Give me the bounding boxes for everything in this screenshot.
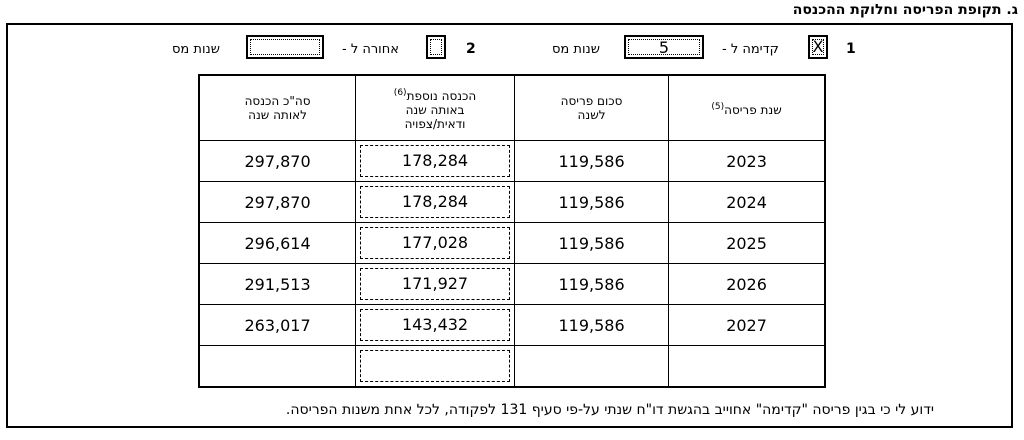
cell-amount: 119,586	[513, 140, 670, 182]
cell-year	[668, 345, 826, 388]
additional-input[interactable]: 171,927	[360, 268, 511, 300]
cell-total: 296,614	[198, 222, 357, 264]
header-additional-income: הכנסה נוספת(6) באותה שנה ודאית/צפויה	[355, 74, 515, 141]
option1-check-mark: X	[812, 37, 824, 56]
spread-period-panel	[6, 23, 1013, 428]
additional-input[interactable]: 177,028	[360, 227, 511, 259]
option2-years-field[interactable]	[246, 35, 324, 59]
table-header-row: סה"כ הכנסה לאותה שנה הכנסה נוספת(6) באות…	[198, 74, 826, 141]
cell-amount	[513, 345, 670, 388]
cell-additional[interactable]: 178,284	[355, 140, 515, 182]
option2-label-after: שנות מס	[172, 42, 220, 57]
cell-year: 2024	[668, 181, 826, 223]
option1-years-value: 5	[628, 39, 700, 56]
option2-number: 2	[466, 41, 476, 57]
footer-declaration: ידוע לי כי בגין פריסה "קדימה" אחוייב בהג…	[285, 402, 934, 418]
additional-input[interactable]	[360, 350, 511, 382]
table-row: 296,614 177,028 119,586 2025	[198, 222, 826, 264]
option1-years-field[interactable]: 5	[624, 35, 704, 59]
cell-amount: 119,586	[513, 181, 670, 223]
table-row: 297,870 178,284 119,586 2024	[198, 181, 826, 223]
table-row	[198, 345, 826, 388]
option2-checkbox[interactable]	[426, 35, 446, 59]
additional-input[interactable]: 178,284	[360, 186, 511, 218]
cell-additional[interactable]: 178,284	[355, 181, 515, 223]
section-title: ג. תקופת הפריסה וחלוקת ההכנסה	[792, 2, 1018, 18]
cell-additional[interactable]	[355, 345, 515, 388]
cell-year: 2025	[668, 222, 826, 264]
header-spread-year: שנת פריסה(5)	[668, 74, 826, 141]
cell-total: 297,870	[198, 140, 357, 182]
cell-total	[198, 345, 357, 388]
option1-label-before: קדימה ל -	[722, 42, 779, 57]
option2-years-value	[250, 39, 320, 55]
table-row: 291,513 171,927 119,586 2026	[198, 263, 826, 305]
option1-checkbox[interactable]: X	[808, 35, 828, 59]
spread-table: סה"כ הכנסה לאותה שנה הכנסה נוספת(6) באות…	[198, 74, 826, 388]
header-spread-amount: סכום פריסה לשנה	[513, 74, 670, 141]
additional-input[interactable]: 143,432	[360, 309, 511, 341]
cell-additional[interactable]: 143,432	[355, 304, 515, 346]
header-total: סה"כ הכנסה לאותה שנה	[198, 74, 357, 141]
table-row: 263,017 143,432 119,586 2027	[198, 304, 826, 346]
cell-year: 2026	[668, 263, 826, 305]
cell-amount: 119,586	[513, 263, 670, 305]
cell-total: 297,870	[198, 181, 357, 223]
option2-label-before: אחורה ל -	[342, 42, 399, 57]
cell-additional[interactable]: 177,028	[355, 222, 515, 264]
cell-total: 291,513	[198, 263, 357, 305]
cell-additional[interactable]: 171,927	[355, 263, 515, 305]
cell-amount: 119,586	[513, 304, 670, 346]
option1-number: 1	[846, 41, 856, 57]
table-row: 297,870 178,284 119,586 2023	[198, 140, 826, 182]
option1-label-after: שנות מס	[552, 42, 600, 57]
cell-year: 2023	[668, 140, 826, 182]
cell-year: 2027	[668, 304, 826, 346]
cell-amount: 119,586	[513, 222, 670, 264]
cell-total: 263,017	[198, 304, 357, 346]
additional-input[interactable]: 178,284	[360, 145, 511, 177]
